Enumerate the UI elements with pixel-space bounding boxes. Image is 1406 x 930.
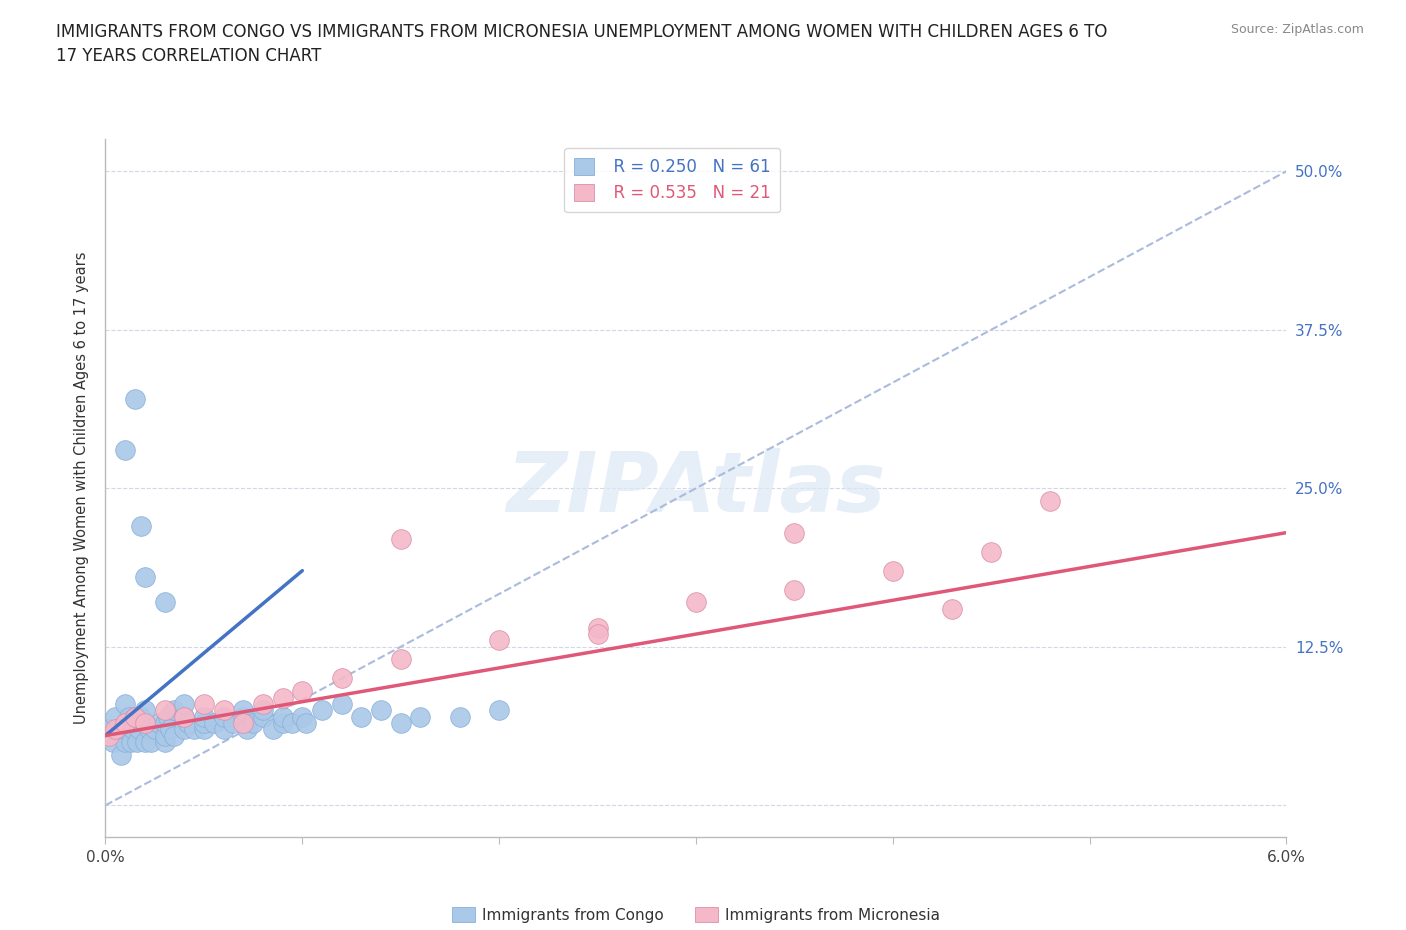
Point (193, 709, 215, 724)
Point (212, 709, 235, 724)
Point (350, 709, 373, 724)
Point (311, 703, 333, 718)
Point (389, 715, 412, 730)
Point (148, 715, 170, 730)
Point (134, 735, 156, 750)
Point (114, 443, 136, 458)
Point (281, 715, 304, 730)
Point (173, 722, 195, 737)
Point (291, 684, 314, 698)
Point (173, 709, 195, 724)
Point (212, 703, 235, 718)
Point (1039, 494, 1062, 509)
Point (114, 715, 136, 730)
Point (980, 544, 1002, 559)
Point (389, 652, 412, 667)
Point (193, 715, 215, 730)
Point (153, 595, 176, 610)
Text: Source: ZipAtlas.com: Source: ZipAtlas.com (1230, 23, 1364, 36)
Point (104, 709, 127, 724)
Point (143, 722, 166, 737)
Point (783, 525, 806, 540)
Point (120, 735, 142, 750)
Point (103, 735, 125, 750)
Point (157, 709, 180, 724)
Point (98, 722, 121, 737)
Point (222, 715, 245, 730)
Point (177, 715, 200, 730)
Point (114, 722, 136, 737)
Point (271, 709, 294, 724)
Point (124, 709, 146, 724)
Point (173, 709, 195, 724)
Point (586, 627, 609, 642)
Point (271, 690, 294, 705)
Point (262, 722, 284, 737)
Point (193, 722, 215, 737)
Point (271, 715, 294, 730)
Point (193, 697, 215, 711)
Point (232, 703, 254, 718)
Point (105, 722, 128, 737)
Point (449, 709, 471, 724)
Point (252, 697, 274, 711)
Legend: Immigrants from Congo, Immigrants from Micronesia: Immigrants from Congo, Immigrants from M… (446, 900, 946, 929)
Point (114, 697, 136, 711)
Point (488, 703, 510, 718)
Point (232, 715, 254, 730)
Point (138, 722, 160, 737)
Point (330, 671, 353, 686)
Point (125, 735, 148, 750)
Point (153, 735, 176, 750)
Point (124, 392, 146, 407)
Point (330, 697, 353, 711)
Point (134, 703, 156, 718)
Point (252, 709, 274, 724)
Point (128, 722, 150, 737)
Point (409, 709, 432, 724)
Point (370, 703, 392, 718)
Y-axis label: Unemployment Among Women with Children Ages 6 to 17 years: Unemployment Among Women with Children A… (75, 252, 90, 724)
Point (98, 728, 121, 743)
Point (882, 564, 904, 578)
Point (134, 569, 156, 584)
Point (110, 747, 132, 762)
Point (685, 595, 707, 610)
Text: IMMIGRANTS FROM CONGO VS IMMIGRANTS FROM MICRONESIA UNEMPLOYMENT AMONG WOMEN WIT: IMMIGRANTS FROM CONGO VS IMMIGRANTS FROM… (56, 23, 1108, 65)
Point (129, 709, 152, 724)
Point (124, 709, 146, 724)
Point (295, 715, 318, 730)
Point (104, 722, 127, 737)
Point (586, 620, 609, 635)
Point (163, 703, 186, 718)
Point (212, 722, 235, 737)
Point (129, 519, 152, 534)
Point (236, 722, 259, 737)
Point (134, 715, 156, 730)
Point (134, 715, 156, 730)
Point (783, 582, 806, 597)
Point (153, 703, 176, 718)
Text: ZIPAtlas: ZIPAtlas (506, 447, 886, 529)
Point (941, 602, 963, 617)
Point (153, 728, 176, 743)
Point (291, 709, 314, 724)
Point (139, 735, 162, 750)
Point (153, 715, 176, 730)
Point (159, 722, 181, 737)
Point (118, 709, 141, 724)
Point (202, 715, 225, 730)
Point (242, 715, 264, 730)
Point (389, 532, 412, 547)
Point (252, 703, 274, 718)
Point (163, 728, 186, 743)
Point (183, 722, 205, 737)
Point (122, 722, 145, 737)
Point (173, 697, 195, 711)
Point (114, 735, 136, 750)
Point (488, 633, 510, 648)
Point (232, 709, 254, 724)
